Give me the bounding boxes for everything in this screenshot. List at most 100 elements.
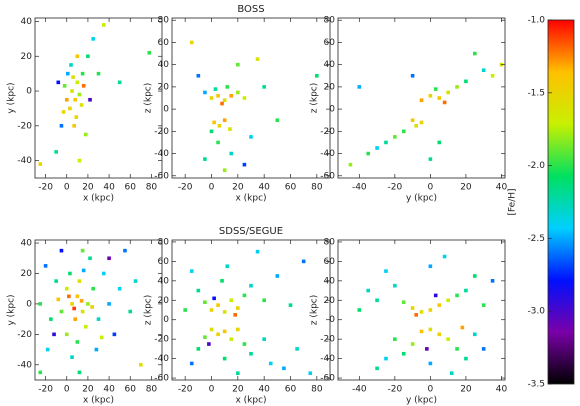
pixel-cell bbox=[222, 98, 227, 103]
pixel-cell bbox=[147, 50, 152, 55]
pixel-cell bbox=[410, 73, 415, 78]
y-tick-label: -20 bbox=[154, 127, 169, 137]
x-tick-label: -20 bbox=[387, 385, 402, 395]
pixel-cell bbox=[72, 306, 76, 311]
x-tick-label: -40 bbox=[352, 385, 367, 395]
pixel-cell bbox=[209, 129, 214, 134]
x-tick-label: 80 bbox=[311, 183, 323, 193]
pixel-cell bbox=[84, 324, 88, 329]
x-tick-label: 0 bbox=[209, 385, 215, 395]
y-axis-label: z (kpc) bbox=[310, 83, 320, 113]
colorbar-label: [Fe/H] bbox=[508, 188, 518, 215]
pixel-cell bbox=[490, 73, 495, 78]
pixel-cell bbox=[107, 256, 111, 261]
pixel-cell bbox=[75, 294, 80, 299]
pixel-cell bbox=[71, 75, 75, 79]
y-tick-label: 80 bbox=[158, 237, 170, 247]
pixel-cell bbox=[183, 308, 187, 312]
pixel-cell bbox=[481, 347, 486, 351]
pixel-cell bbox=[414, 313, 418, 317]
x-tick-label: 40 bbox=[496, 183, 508, 193]
y-tick-label: 60 bbox=[158, 38, 170, 48]
pixel-cell bbox=[490, 279, 495, 283]
pixel-cell bbox=[75, 340, 80, 344]
pixel-cell bbox=[384, 269, 388, 273]
panel: -20 0 20 40 60 80 -60 -40 -20 0 20 40 60 80 x (kpc) z (… bbox=[144, 4, 331, 204]
pixel-cell bbox=[222, 168, 227, 173]
x-tick-label: 20 bbox=[460, 385, 472, 395]
y-tick-label: 80 bbox=[324, 16, 336, 26]
pixel-cell bbox=[81, 268, 86, 273]
y-tick-label: -40 bbox=[154, 149, 169, 159]
pixel-cell bbox=[216, 140, 220, 145]
pixel-cell bbox=[242, 293, 247, 298]
pixel-cell bbox=[442, 100, 447, 105]
y-tick-label: 40 bbox=[324, 276, 336, 286]
y-tick-label: 0 bbox=[163, 315, 169, 325]
y-tick-label: 60 bbox=[324, 38, 336, 48]
y-tick-label: -20 bbox=[320, 335, 335, 345]
y-tick-label: -20 bbox=[320, 127, 335, 137]
pixel-cell bbox=[481, 68, 486, 73]
pixel-cell bbox=[123, 248, 127, 253]
colorbar-tick-label: -3.5 bbox=[527, 380, 545, 390]
pixel-cell bbox=[38, 370, 43, 375]
pixel-cell bbox=[189, 40, 194, 45]
pixel-cell bbox=[249, 351, 253, 356]
pixel-cell bbox=[446, 337, 450, 341]
y-tick-label: 20 bbox=[21, 269, 33, 279]
pixel-cell bbox=[437, 140, 442, 145]
pixel-cell bbox=[401, 129, 406, 134]
pixel-cell bbox=[308, 371, 313, 375]
pixel-cell bbox=[212, 296, 216, 301]
x-axis-label: y (kpc) bbox=[406, 396, 437, 406]
pixel-cell bbox=[117, 80, 122, 85]
pixel-cell bbox=[203, 335, 207, 340]
pixel-cell bbox=[54, 279, 58, 283]
pixel-cell bbox=[73, 97, 78, 102]
pixel-cell bbox=[375, 366, 379, 371]
pixel-cell bbox=[220, 101, 224, 106]
y-tick-label: -60 bbox=[320, 374, 335, 384]
y-tick-label: 20 bbox=[158, 296, 170, 306]
pixel-cell bbox=[366, 151, 371, 156]
pixel-cell bbox=[84, 132, 88, 137]
pixel-cell bbox=[255, 249, 260, 254]
pixel-cell bbox=[222, 310, 227, 314]
pixel-cell bbox=[375, 146, 379, 150]
x-tick-label: 20 bbox=[232, 183, 244, 193]
y-tick-label: -20 bbox=[154, 335, 169, 345]
pixel-cell bbox=[225, 85, 230, 89]
pixel-cell bbox=[70, 355, 74, 359]
pixel-cell bbox=[207, 342, 211, 346]
pixel-cell bbox=[460, 325, 465, 330]
x-tick-label: 60 bbox=[125, 385, 137, 395]
colorbar bbox=[548, 20, 574, 384]
pixel-cell bbox=[96, 71, 101, 76]
pixel-cell bbox=[77, 158, 82, 163]
pixel-cell bbox=[52, 332, 56, 337]
pixel-cell bbox=[236, 306, 240, 310]
pixel-cell bbox=[481, 303, 486, 307]
colorbar-tick-label: -3.0 bbox=[527, 307, 545, 317]
pixel-cell bbox=[77, 92, 82, 97]
colorbar-tick-label: -1.0 bbox=[527, 16, 545, 26]
y-tick-label: -60 bbox=[320, 171, 335, 181]
pixel-cell bbox=[107, 302, 111, 306]
pixel-cell bbox=[70, 302, 74, 306]
x-tick-label: 0 bbox=[428, 183, 434, 193]
pixel-cell bbox=[225, 264, 230, 269]
pixel-cell bbox=[222, 118, 227, 123]
pixel-cell bbox=[268, 361, 273, 366]
pixel-cell bbox=[80, 71, 85, 76]
pixel-cell bbox=[410, 118, 415, 123]
pixel-cell bbox=[233, 313, 237, 317]
colorbar-frame bbox=[547, 19, 575, 385]
y-tick-label: 80 bbox=[324, 237, 336, 247]
pixel-cell bbox=[68, 106, 72, 111]
colorbar-tick-label: -1.5 bbox=[527, 88, 545, 98]
y-tick-label: 0 bbox=[163, 105, 169, 115]
pixel-cell bbox=[79, 103, 84, 107]
y-tick-label: 40 bbox=[158, 60, 170, 70]
pixel-cell bbox=[437, 303, 442, 307]
